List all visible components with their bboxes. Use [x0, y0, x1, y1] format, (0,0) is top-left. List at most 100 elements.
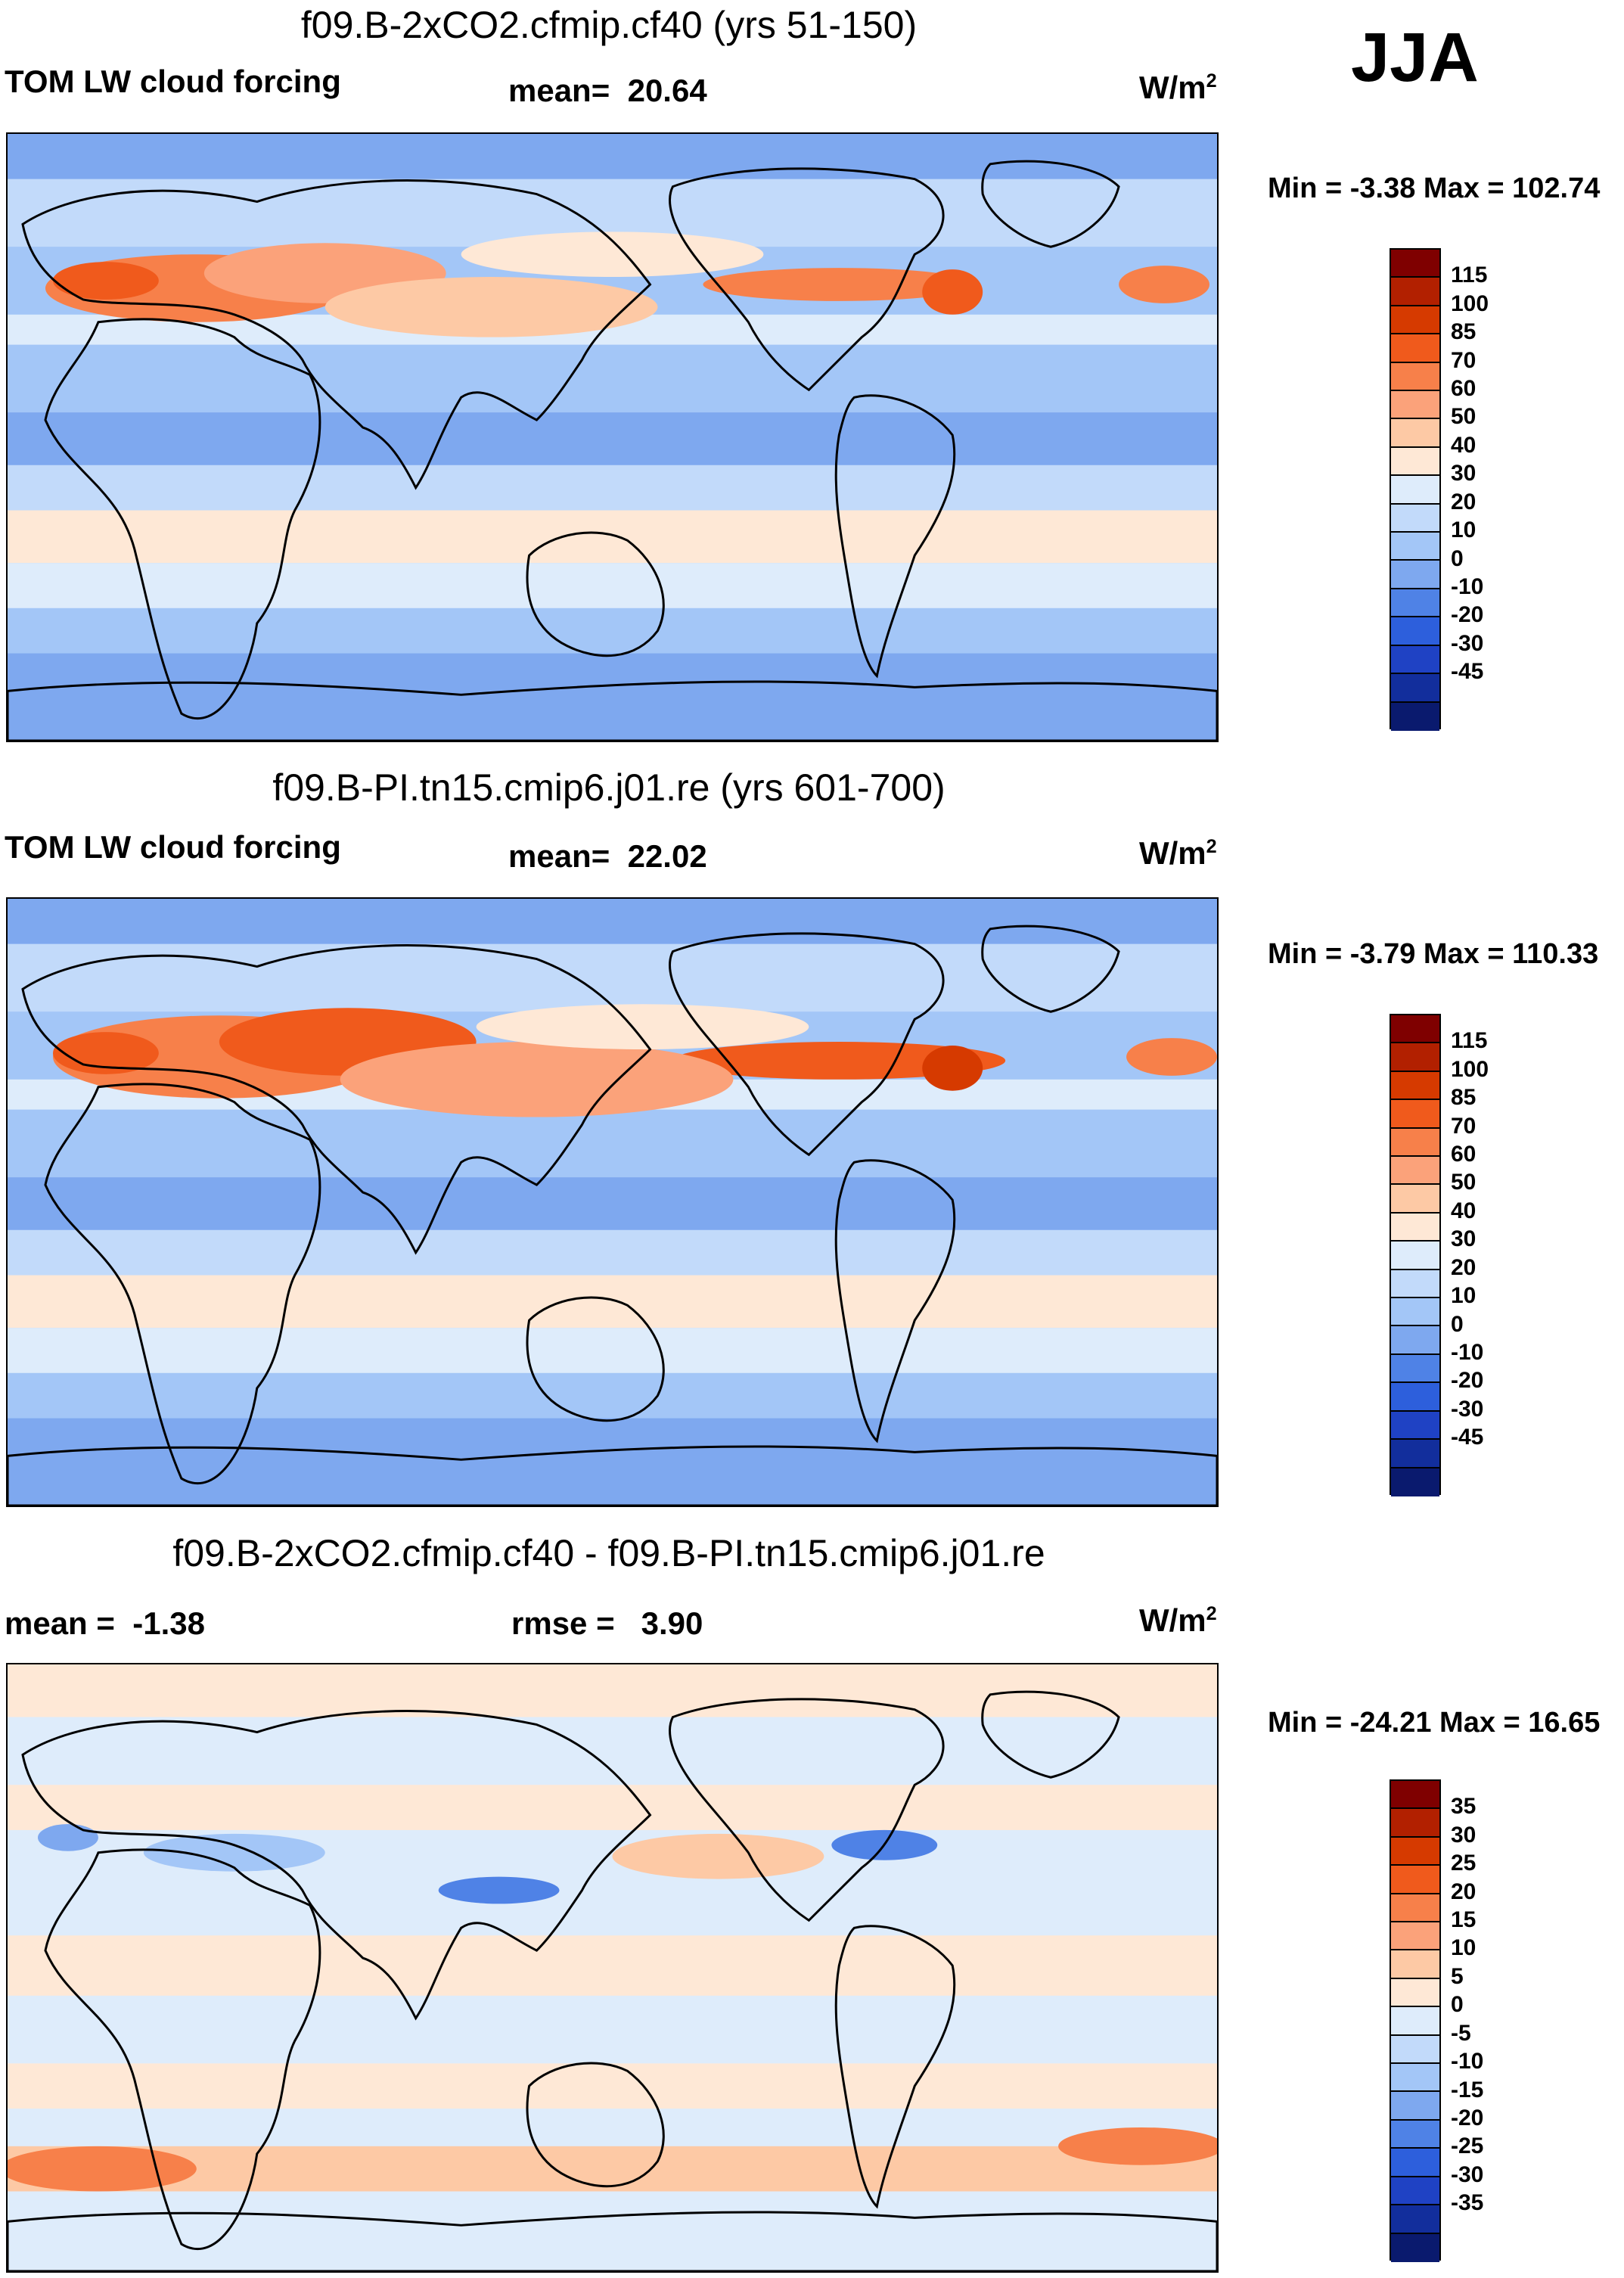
panel2-mean-label: mean= — [508, 838, 610, 874]
colorbar-tick-label: 50 — [1451, 404, 1477, 430]
panel2-title: f09.B-PI.tn15.cmip6.j01.re (yrs 601-700) — [272, 766, 946, 809]
colorbar-tick-label: 85 — [1451, 1085, 1477, 1111]
field-band — [8, 899, 1217, 944]
colorbar-cell — [1391, 674, 1439, 703]
colorbar-tick-label: 40 — [1451, 1198, 1477, 1223]
panel3-rmse: rmse = 3.90 — [511, 1605, 703, 1642]
field-band — [8, 1177, 1217, 1230]
field-contour — [37, 1823, 98, 1851]
map-svg — [8, 134, 1217, 741]
field-band — [8, 653, 1217, 741]
field-band — [8, 2146, 1217, 2192]
colorbar-tick-label: 40 — [1451, 432, 1477, 458]
field-contour — [438, 1876, 560, 1904]
panel3-units: W/m2 — [1139, 1602, 1217, 1639]
colorbar-tick-label: -20 — [1451, 2105, 1484, 2130]
colorbar-tick-label: 25 — [1451, 1851, 1477, 1876]
colorbar-cell — [1391, 1383, 1439, 1412]
colorbar-tick-label: 10 — [1451, 1283, 1477, 1309]
field-band — [8, 1328, 1217, 1373]
coastline — [526, 1296, 665, 1422]
field-contour — [1058, 2127, 1217, 2165]
coastline — [981, 160, 1120, 248]
colorbar-cell — [1391, 1242, 1439, 1270]
field-band — [8, 465, 1217, 511]
colorbar-cell — [1391, 1270, 1439, 1299]
colorbar-cell — [1391, 419, 1439, 448]
field-contour — [672, 1042, 1006, 1080]
coastline — [21, 944, 652, 1255]
coastline — [44, 318, 321, 720]
colorbar-tick-label: 30 — [1451, 1822, 1477, 1848]
coastlines — [8, 1690, 1217, 2271]
colorbar-tick-label: -20 — [1451, 1368, 1484, 1394]
colorbar-cell — [1391, 362, 1439, 392]
panel3-rmse-label: rmse = — [511, 1605, 615, 1641]
field-band — [8, 412, 1217, 465]
panel2-mean-value: 22.02 — [627, 838, 707, 874]
colorbar-cell — [1391, 306, 1439, 335]
colorbar-cell — [1391, 1922, 1439, 1951]
field-contour — [922, 1046, 983, 1091]
colorbar-cell — [1391, 1837, 1439, 1866]
panel3-title: f09.B-2xCO2.cfmip.cf40 - f09.B-PI.tn15.c… — [172, 1532, 1045, 1574]
coastline — [526, 531, 665, 657]
units-exp: 2 — [1206, 1603, 1217, 1624]
coastline — [21, 1710, 652, 2021]
colorbar-tick-label: 5 — [1451, 1963, 1464, 1989]
colorbar-tick-label: -45 — [1451, 1425, 1484, 1450]
panel2-map — [6, 897, 1219, 1507]
field-contour — [143, 1833, 325, 1872]
field-contour — [8, 2146, 197, 2192]
colorbar-cell — [1391, 334, 1439, 363]
colorbar-tick-label: 70 — [1451, 347, 1477, 373]
colorbar-cell — [1391, 2035, 1439, 2065]
colorbar-cell — [1391, 1185, 1439, 1214]
colorbar-tick-label: -10 — [1451, 1339, 1484, 1365]
colorbar-tick-label: -30 — [1451, 630, 1484, 656]
coastline — [8, 2211, 1217, 2271]
panel3-mean: mean = -1.38 — [5, 1605, 205, 1642]
colorbar-cell — [1391, 1978, 1439, 2008]
units-exp: 2 — [1206, 70, 1217, 92]
coastline — [526, 2062, 665, 2188]
units-base: W/m — [1139, 835, 1206, 871]
panel2-units: W/m2 — [1139, 835, 1217, 872]
panel3-mean-value: -1.38 — [132, 1605, 205, 1641]
coastline — [834, 1159, 956, 1444]
panel2-colorbar — [1390, 1014, 1441, 1496]
colorbar-cell — [1391, 391, 1439, 420]
coastline — [8, 680, 1217, 741]
panel2-minmax: Min = -3.79 Max = 110.33 — [1268, 938, 1599, 970]
field-band — [8, 1132, 1217, 1178]
field-contour — [1126, 1038, 1217, 1076]
field-band — [8, 943, 1217, 1012]
colorbar-tick-label: 0 — [1451, 1311, 1464, 1337]
colorbar-cell — [1391, 1213, 1439, 1242]
field-contour — [612, 1833, 824, 1879]
colorbar-tick-label: 10 — [1451, 1935, 1477, 1961]
colorbar-cell — [1391, 1071, 1439, 1101]
colorbar-cell — [1391, 250, 1439, 278]
colorbar-tick-label: 20 — [1451, 1879, 1477, 1904]
panel1-mean-value: 20.64 — [627, 73, 707, 108]
colorbar-cell — [1391, 589, 1439, 618]
colorbar-cell — [1391, 1015, 1439, 1044]
colorbar-cell — [1391, 1298, 1439, 1327]
colorbar-cell — [1391, 2064, 1439, 2093]
coastline — [669, 167, 945, 392]
field-band — [8, 134, 1217, 179]
colorbar-tick-label: -15 — [1451, 2077, 1484, 2102]
colorbar-tick-label: 30 — [1451, 461, 1477, 486]
colorbar-tick-label: -25 — [1451, 2133, 1484, 2159]
field-band — [8, 1275, 1217, 1329]
field-band — [8, 1372, 1217, 1419]
field-contour — [461, 232, 764, 278]
colorbar-tick-label: 60 — [1451, 376, 1477, 402]
colorbar-tick-label: 15 — [1451, 1907, 1477, 1933]
colorbar-tick-label: -30 — [1451, 1396, 1484, 1422]
field-band — [8, 1717, 1217, 1763]
panel3-mean-label: mean = — [5, 1605, 115, 1641]
colorbar-cell — [1391, 533, 1439, 561]
colorbar-tick-label: 35 — [1451, 1794, 1477, 1820]
